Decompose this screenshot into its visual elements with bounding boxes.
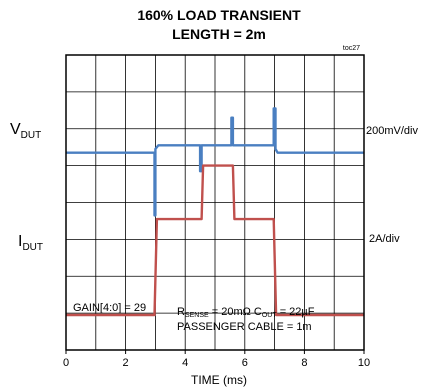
chart-tag: toc27 xyxy=(343,45,360,52)
gain-annotation: GAIN[4:0] = 29 xyxy=(73,302,146,314)
vdut-trace xyxy=(66,107,364,217)
idut-label: IDUT xyxy=(18,233,43,253)
idut-trace xyxy=(66,164,364,317)
vdut-label-sub: DUT xyxy=(21,130,42,141)
rsense-value: = 20mΩ C xyxy=(209,306,262,318)
chart-title: 160% LOAD TRANSIENT xyxy=(137,7,301,23)
idut-label-sub: DUT xyxy=(22,242,43,253)
idut-scale: 2A/div xyxy=(369,233,400,245)
vdut-label-main: V xyxy=(10,121,21,138)
vdut-label: VDUT xyxy=(10,121,41,141)
x-axis-label: TIME (ms) xyxy=(191,373,247,387)
rsense-cout-annotation: RSENSE = 20mΩ COUT = 22µF xyxy=(177,306,315,319)
rsense-r: R xyxy=(177,306,185,318)
x-axis-ticks: 0 2 4 6 8 10 xyxy=(63,350,370,369)
plot-border xyxy=(65,54,365,351)
rsense-sub: SENSE xyxy=(185,312,209,319)
x-tick-label: 8 xyxy=(301,357,307,369)
x-tick-label: 2 xyxy=(123,357,129,369)
plot-traces xyxy=(66,107,364,317)
vdut-scale: 200mV/div xyxy=(366,125,418,137)
x-tick-label: 10 xyxy=(358,357,370,369)
x-tick-label: 4 xyxy=(182,357,188,369)
chart-subtitle: LENGTH = 2m xyxy=(172,26,266,42)
x-tick-label: 0 xyxy=(63,357,69,369)
cout-sub: OUT xyxy=(262,312,278,319)
x-tick-label: 6 xyxy=(242,357,248,369)
idut-label-main: I xyxy=(18,233,22,250)
cable-annotation: PASSENGER CABLE = 1m xyxy=(177,321,312,333)
cout-value: = 22µF xyxy=(277,306,315,318)
